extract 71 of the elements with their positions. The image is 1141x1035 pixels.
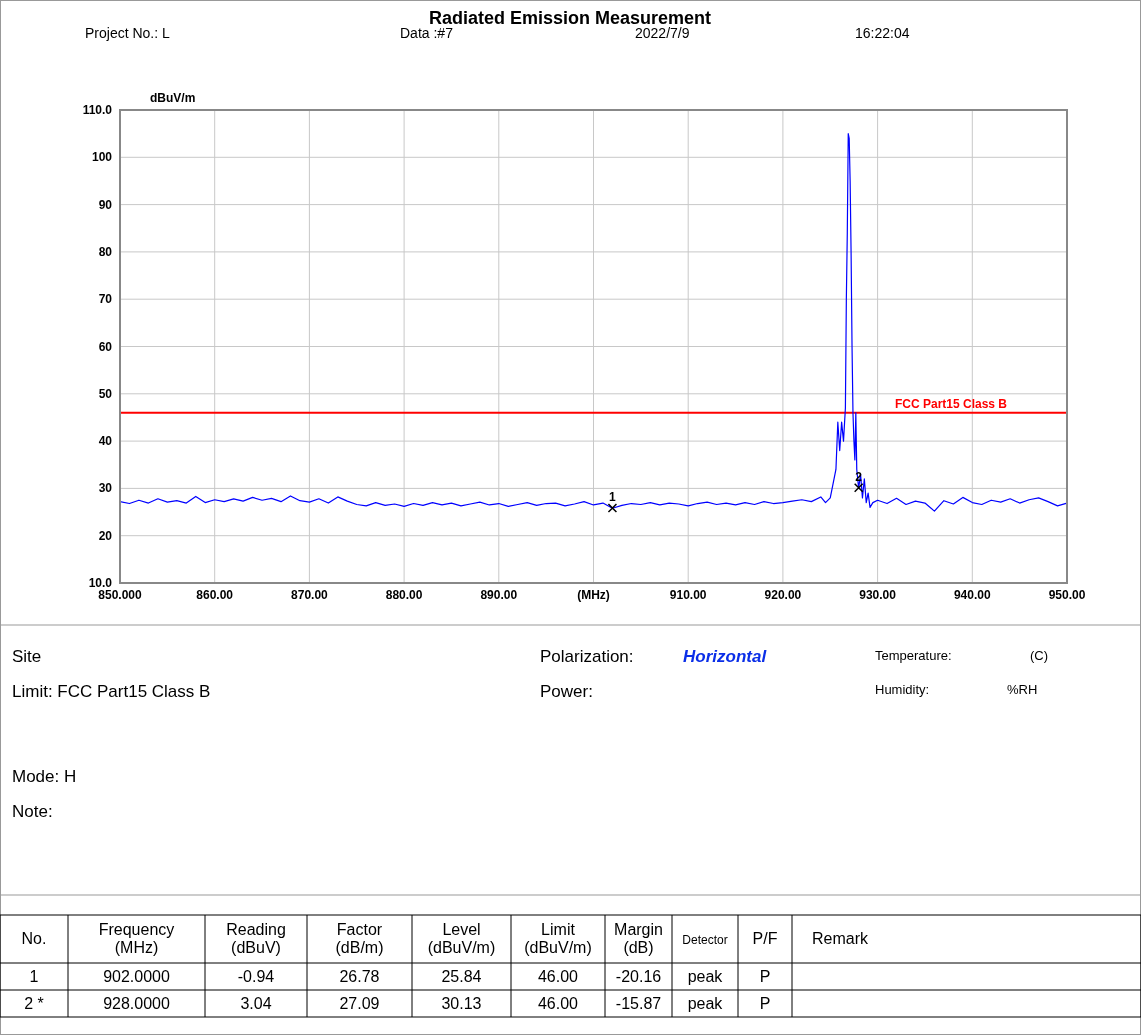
x-axis-title: (MHz) (577, 588, 610, 602)
text: 27.09 (339, 994, 380, 1012)
annotation: 1 (609, 490, 617, 505)
text: 25.84 (441, 967, 482, 985)
text: peak (687, 967, 724, 985)
x-tick-label: 870.00 (291, 588, 329, 602)
y-tick-label: 90 (98, 197, 113, 212)
text: 46.00 (537, 994, 579, 1012)
text: Limit (dBuV/m) (524, 921, 592, 956)
text: 2 * (24, 994, 44, 1012)
text: Humidity: (875, 682, 930, 697)
text: 2022/7/9 (635, 25, 690, 41)
text: peak (687, 994, 724, 1012)
text: Horizontal (683, 647, 768, 666)
x-tick-label: 910.00 (669, 588, 707, 602)
text: 16:22:04 (855, 25, 910, 41)
text: Mode: H (12, 767, 77, 786)
x-tick-label: 890.00 (480, 588, 518, 602)
text: -0.94 (237, 967, 275, 985)
text: P (759, 967, 771, 985)
text: P (759, 994, 771, 1012)
y-tick-label: 80 (98, 244, 113, 259)
annotation: 2 (855, 469, 863, 484)
text: Site (12, 647, 42, 666)
y-tick-label: 40 (98, 434, 113, 449)
y-tick-label: 50 (98, 386, 113, 401)
x-tick-label: 860.00 (196, 588, 234, 602)
x-tick-label: 850.000 (98, 588, 143, 602)
y-tick-label: 110.0 (82, 103, 113, 117)
x-tick-label: 880.00 (385, 588, 423, 602)
text: Detector (682, 933, 728, 947)
y-tick-label: 30 (98, 481, 113, 496)
text: -15.87 (615, 994, 662, 1012)
text: Margin (dB) (614, 921, 663, 956)
text: 1 (29, 967, 39, 985)
text: No. (21, 930, 47, 947)
text: Data :#7 (400, 25, 454, 41)
text: %RH (1007, 682, 1038, 697)
text: 928.0000 (103, 994, 170, 1012)
text: Factor (dB/m) (335, 921, 384, 956)
x-tick-label: 930.00 (859, 588, 897, 602)
text: 46.00 (537, 967, 579, 985)
y-tick-label: 20 (98, 528, 113, 543)
text: Power: (540, 682, 593, 701)
text: 30.13 (441, 994, 482, 1012)
text: Level (dBuV/m) (427, 921, 496, 956)
y-axis-title: dBuV/m (150, 91, 196, 105)
y-tick-label: 70 (98, 292, 113, 307)
y-tick-label: 100 (91, 150, 113, 165)
ref-line-label: FCC Part15 Class B (894, 396, 1008, 411)
text: 3.04 (240, 994, 272, 1012)
x-tick-label: 940.00 (953, 588, 991, 602)
text: Frequency (MHz) (98, 921, 175, 956)
x-tick-label: 920.00 (764, 588, 802, 602)
text: Polarization: (540, 647, 634, 666)
text: 902.0000 (103, 967, 170, 985)
text: Remark (812, 930, 870, 947)
line-series (119, 133, 1068, 513)
text: Project No.: L (85, 25, 171, 41)
y-tick-label: 60 (98, 339, 113, 354)
x-tick-label: 950.00 (1048, 588, 1086, 602)
text: Temperature: (875, 648, 952, 663)
y-tick-label: 10.0 (88, 576, 113, 590)
text: -20.16 (615, 967, 662, 985)
text: P/F (752, 930, 778, 947)
chart-title: Radiated Emission Measurement (428, 8, 712, 28)
text: 26.78 (339, 967, 380, 985)
text: (C) (1030, 648, 1049, 663)
text: Limit: FCC Part15 Class B (12, 682, 211, 701)
text: Note: (12, 802, 53, 821)
text: Reading (dBuV) (226, 921, 286, 956)
